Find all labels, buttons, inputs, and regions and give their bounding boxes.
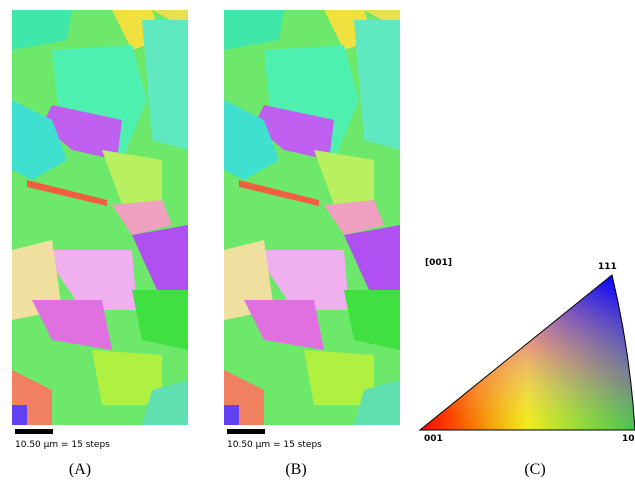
figure: 10.50 µm = 15 steps 10.50 µm = 15 steps …	[0, 0, 635, 486]
ipf-direction: [001]	[425, 258, 452, 268]
scale-text: 10.50 µm = 15 steps	[227, 440, 322, 450]
scale-text: 10.50 µm = 15 steps	[15, 440, 110, 450]
panel-label: (B)	[285, 461, 306, 478]
scale-bar	[15, 429, 53, 434]
map-b	[224, 10, 400, 425]
ipf-vertex: 001	[424, 434, 443, 444]
ipf-vertex: 10	[622, 434, 635, 444]
ipf-vertex: 111	[598, 262, 617, 272]
scale-bar	[227, 429, 265, 434]
map-a	[12, 10, 188, 425]
ipf-triangle	[420, 275, 635, 430]
panel-label: (C)	[524, 461, 545, 478]
panel-label: (A)	[69, 461, 91, 478]
